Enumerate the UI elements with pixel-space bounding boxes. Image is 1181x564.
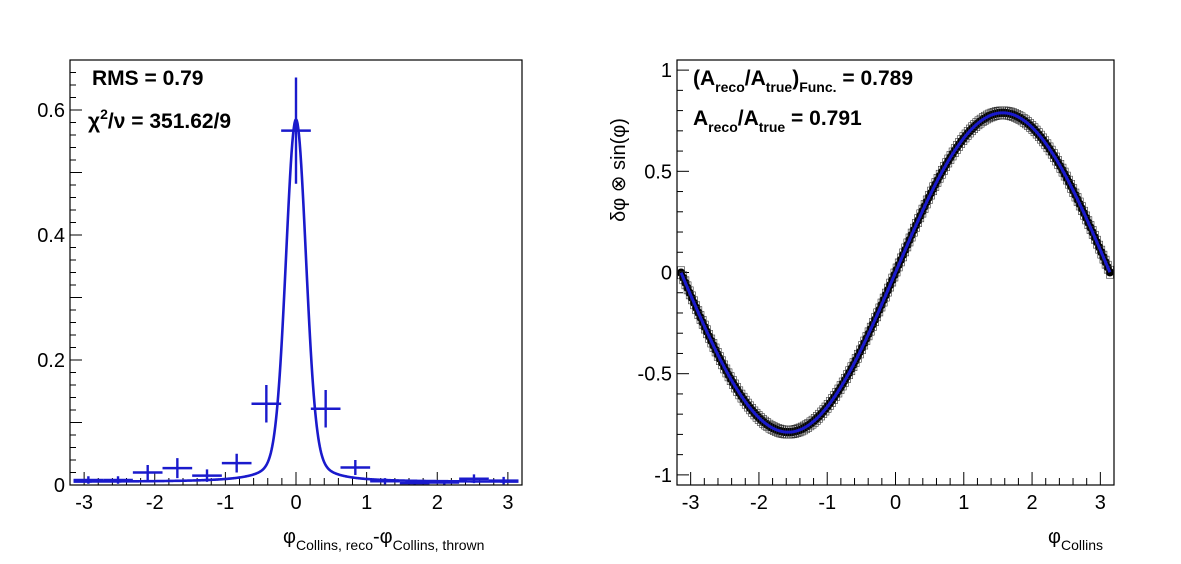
x-tick-label: -2: [750, 492, 768, 514]
data-point: [340, 460, 371, 475]
x-tick-label: 0: [890, 492, 901, 514]
data-point: [103, 476, 133, 484]
y-tick-label: 0.4: [37, 225, 65, 247]
right-fit-curve: [679, 111, 1112, 434]
x-tick-label: 3: [502, 492, 513, 514]
y-tick-label: -1: [654, 465, 672, 487]
x-tick-label: 0: [290, 492, 301, 514]
right-tick-labels: -3 -2 -1 0 1 2 3 -1 -0.5 0 0.5 1: [638, 60, 1106, 514]
x-tick-label: -3: [75, 492, 93, 514]
y-tick-label: -0.5: [638, 364, 672, 386]
data-point: [310, 390, 341, 428]
x-tick-label: 3: [1095, 492, 1106, 514]
data-point: [459, 474, 489, 484]
data-point: [251, 385, 282, 423]
right-y-axis-label: δφ ⊗ sin(φ): [608, 118, 630, 222]
right-plot-frame: [676, 59, 1115, 486]
left-panel: -3 -2 -1 0 1 2 3 0 0.2 0.4 0.6 RMS = 0.79 χ2/ν = 3…: [37, 59, 523, 553]
left-tick-labels: -3 -2 -1 0 1 2 3 0 0.2 0.4 0.6: [37, 100, 513, 514]
right-panel: -3 -2 -1 0 1 2 3 -1 -0.5 0 0.5 1 (Areco/Atrue)Func.…: [608, 59, 1115, 553]
data-point: [221, 453, 252, 473]
y-tick-label: 0.6: [37, 100, 65, 122]
y-tick-label: 0: [54, 475, 65, 497]
data-point: [73, 476, 104, 484]
x-tick-label: -1: [216, 492, 234, 514]
x-tick-label: 1: [361, 492, 372, 514]
right-x-axis-label: φCollins: [1048, 526, 1103, 553]
ratio-annotation: Areco/Atrue = 0.791: [693, 107, 862, 135]
chi2-annotation: χ2/ν = 351.62/9: [88, 106, 231, 133]
y-tick-label: 0: [661, 263, 672, 285]
ratio-func-annotation: (Areco/Atrue)Func. = 0.789: [693, 67, 913, 95]
x-tick-label: -3: [682, 492, 700, 514]
data-point: [370, 478, 400, 485]
y-tick-label: 1: [661, 60, 672, 82]
data-point: [132, 465, 163, 480]
y-tick-label: 0.2: [37, 350, 65, 372]
x-tick-label: 1: [958, 492, 969, 514]
data-point: [429, 480, 460, 485]
x-tick-label: -2: [146, 492, 164, 514]
x-tick-label: -1: [818, 492, 836, 514]
data-point: [488, 476, 519, 485]
left-plot-frame: [69, 59, 523, 486]
data-point: [399, 481, 430, 485]
x-tick-label: 2: [1027, 492, 1038, 514]
data-point: [281, 77, 311, 184]
left-data-points: [73, 77, 519, 485]
data-point: [192, 469, 222, 482]
data-point: [162, 458, 193, 479]
rms-annotation: RMS = 0.79: [92, 67, 203, 90]
left-x-axis-label: φCollins, reco-φCollins, thrown: [283, 526, 484, 553]
y-tick-label: 0.5: [644, 161, 672, 183]
x-tick-label: 2: [432, 492, 443, 514]
